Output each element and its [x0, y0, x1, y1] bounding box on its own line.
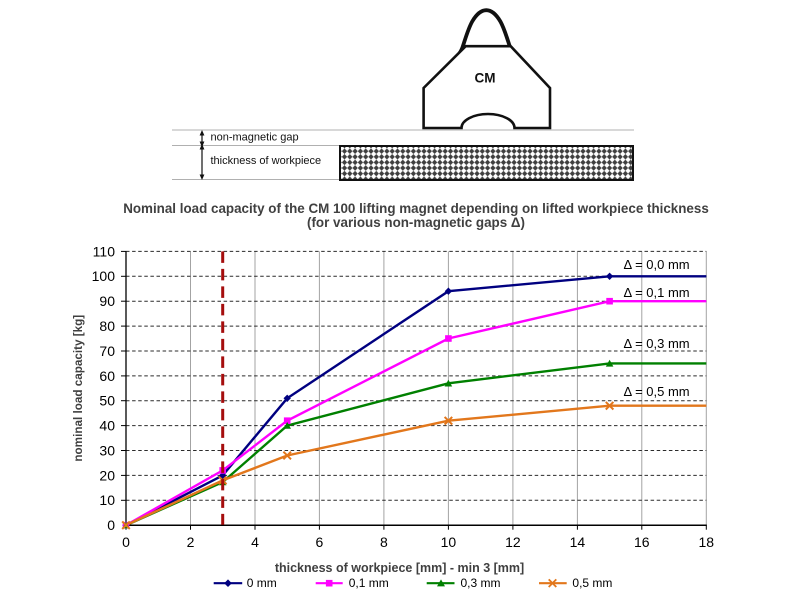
svg-text:Δ = 0,3 mm: Δ = 0,3 mm	[624, 336, 690, 351]
svg-text:CM: CM	[475, 71, 496, 86]
svg-text:0: 0	[107, 517, 115, 533]
svg-text:thickness of workpiece [mm] -: thickness of workpiece [mm] - min 3 [mm]	[275, 561, 524, 575]
svg-text:non-magnetic gap: non-magnetic gap	[211, 132, 299, 144]
svg-text:40: 40	[99, 418, 115, 434]
svg-text:thickness of workpiece: thickness of workpiece	[211, 155, 322, 167]
svg-text:80: 80	[99, 318, 115, 334]
svg-text:0,5 mm: 0,5 mm	[572, 576, 612, 590]
svg-text:4: 4	[251, 534, 259, 550]
svg-text:60: 60	[99, 368, 115, 384]
svg-text:0 mm: 0 mm	[247, 576, 277, 590]
svg-text:0,1 mm: 0,1 mm	[349, 576, 389, 590]
svg-text:10: 10	[441, 534, 457, 550]
svg-text:8: 8	[380, 534, 388, 550]
svg-text:0,3 mm: 0,3 mm	[461, 576, 501, 590]
svg-text:Δ = 0,1 mm: Δ = 0,1 mm	[624, 285, 690, 300]
svg-text:16: 16	[634, 534, 650, 550]
svg-text:70: 70	[99, 343, 115, 359]
svg-text:100: 100	[92, 268, 116, 284]
svg-text:nominal load capacity [kg]: nominal load capacity [kg]	[72, 315, 85, 462]
svg-text:12: 12	[505, 534, 521, 550]
svg-text:10: 10	[99, 492, 115, 508]
svg-text:6: 6	[316, 534, 324, 550]
svg-text:Δ = 0,0 mm: Δ = 0,0 mm	[624, 257, 690, 272]
svg-text:30: 30	[99, 442, 115, 458]
svg-text:14: 14	[570, 534, 586, 550]
svg-text:110: 110	[93, 243, 116, 259]
svg-text:20: 20	[99, 467, 115, 483]
svg-text:Nominal load capacity of the C: Nominal load capacity of the CM 100 lift…	[123, 201, 709, 216]
svg-text:(for various non-magnetic gaps: (for various non-magnetic gaps Δ)	[307, 215, 525, 230]
svg-text:Δ = 0,5 mm: Δ = 0,5 mm	[624, 384, 690, 399]
svg-text:0: 0	[122, 534, 130, 550]
svg-text:90: 90	[99, 293, 115, 309]
svg-text:50: 50	[99, 393, 115, 409]
svg-text:2: 2	[187, 534, 195, 550]
svg-text:18: 18	[699, 534, 715, 550]
